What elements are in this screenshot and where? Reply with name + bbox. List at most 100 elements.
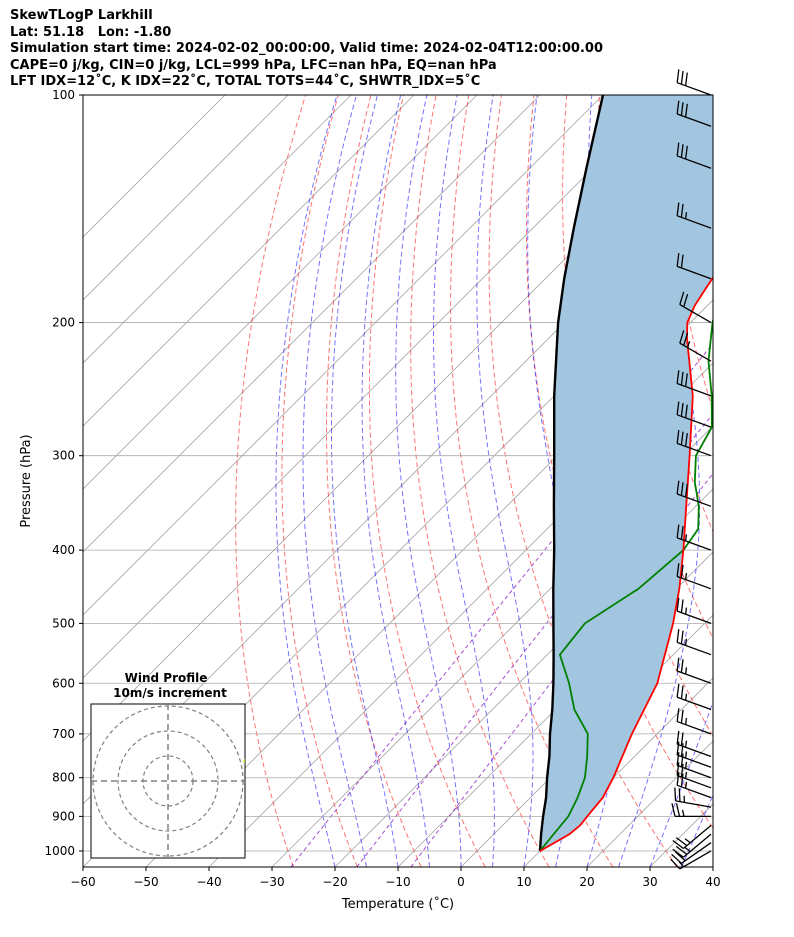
hodograph-subtitle: 10m/s increment <box>113 686 227 700</box>
wind-barb <box>676 370 712 397</box>
hodograph-trace <box>252 780 258 782</box>
wind-barb-flag <box>674 851 686 862</box>
wind-barb <box>672 824 712 850</box>
wind-barb <box>676 597 712 625</box>
wind-barb <box>676 752 712 779</box>
x-tick-label: −60 <box>70 875 95 889</box>
y-tick-label: 1000 <box>44 844 75 858</box>
wind-barb-staff <box>676 720 712 735</box>
dewpoint-profile-line <box>539 317 713 852</box>
isotherm-line <box>83 95 541 553</box>
y-tick-label: 800 <box>52 771 75 785</box>
wind-barb-staff <box>676 155 712 169</box>
wind-barb-flag <box>679 291 685 305</box>
y-tick-label: 600 <box>52 676 75 690</box>
wind-barb-flag <box>676 524 680 538</box>
wind-barb-half <box>686 341 691 348</box>
wind-barb-half <box>684 751 688 759</box>
time-line: Simulation start time: 2024-02-02_00:00:… <box>10 41 603 56</box>
wind-barb <box>676 730 712 758</box>
hodograph-trace <box>249 750 253 756</box>
wind-barb-flag <box>680 630 684 645</box>
wind-barb-flag <box>679 330 685 344</box>
isotherm-line <box>83 95 352 364</box>
wind-barb-flag <box>680 773 684 787</box>
moist-adiabat <box>476 95 534 867</box>
y-tick-label: 400 <box>52 543 75 557</box>
wind-barb-flag <box>676 480 680 495</box>
wind-barb-flag <box>676 100 680 115</box>
wind-barb <box>676 524 712 551</box>
hodograph-trace <box>250 784 256 787</box>
y-tick-label: 700 <box>52 727 75 741</box>
wind-barb-flag <box>674 787 677 801</box>
wind-barb <box>676 762 712 789</box>
wind-barb-staff <box>676 382 712 397</box>
wind-barb-staff <box>676 764 712 779</box>
moist-adiabat <box>275 95 338 867</box>
wind-barb-staff <box>676 575 712 590</box>
isotherm-line <box>712 866 713 867</box>
wind-barb-staff <box>683 824 712 850</box>
temperature-profile-line <box>539 275 713 852</box>
wind-barb-flag <box>676 771 680 786</box>
wind-barb-flag <box>680 732 684 746</box>
isotherm-line <box>83 95 667 679</box>
wind-barb-flag <box>676 683 680 698</box>
wind-barb <box>672 833 712 858</box>
wind-barb-staff <box>683 833 712 858</box>
wind-barb <box>676 401 712 428</box>
wind-barb-staff <box>676 641 712 656</box>
wind-barb <box>676 683 712 711</box>
indices-line-1: CAPE=0 j/kg, CIN=0 j/kg, LCL=999 hPa, LF… <box>10 57 497 73</box>
wind-barb-flag <box>680 70 684 85</box>
wind-barb-flag <box>676 401 680 415</box>
x-axis-label: Temperature (˚C) <box>341 896 454 912</box>
wind-barb-staff <box>679 850 712 870</box>
wind-barb <box>676 202 712 229</box>
y-tick-label: 200 <box>52 316 75 330</box>
isotherm-line <box>83 95 478 490</box>
x-tick-label: 30 <box>642 875 657 889</box>
parcel-profile-line <box>538 95 605 852</box>
wind-barb-staff <box>676 670 712 684</box>
wind-barb-flag <box>671 803 676 817</box>
x-tick-label: −40 <box>196 875 221 889</box>
x-axis: −60 −50 −40 −30 −20 −10 0 10 20 30 40 <box>70 867 721 889</box>
cape-cin-region <box>540 95 713 851</box>
x-tick-label: −10 <box>385 875 410 889</box>
wind-barb-staff <box>679 304 712 324</box>
wind-barb-flag <box>680 482 684 496</box>
isotherm-line <box>523 677 713 867</box>
moist-adiabat <box>649 700 713 867</box>
wind-barb-flag <box>676 657 680 672</box>
wind-barb-flag <box>684 103 688 118</box>
moist-adiabats <box>275 95 713 867</box>
wind-barb-flag <box>675 845 688 855</box>
wind-barb-flag <box>680 431 684 446</box>
hodograph-ring <box>117 730 219 832</box>
wind-barb <box>676 430 712 457</box>
wind-barb-half <box>681 809 685 817</box>
wind-barb-staff <box>676 442 712 457</box>
wind-barb-flag <box>675 803 681 817</box>
wind-barb <box>671 803 711 818</box>
hodograph-trace <box>258 782 264 784</box>
wind-barb-staff <box>676 265 712 280</box>
wind-barb-half <box>684 212 688 219</box>
wind-barb <box>676 253 712 280</box>
moist-adiabat <box>618 95 701 867</box>
wind-barb-flag <box>676 762 680 776</box>
wind-barb <box>679 291 712 324</box>
wind-barb <box>671 842 712 864</box>
wind-barb-flag <box>680 709 684 724</box>
wind-barb-flag <box>676 202 680 216</box>
wind-barb-half <box>684 572 688 580</box>
wind-barb-flag <box>676 563 680 577</box>
wind-barb-flag <box>680 254 684 269</box>
wind-barb-flag <box>683 332 689 346</box>
wind-barb-flag <box>676 629 680 643</box>
dry-adiabat <box>450 95 614 867</box>
wind-barb-flag <box>676 730 680 745</box>
y-tick-label: 900 <box>52 809 75 823</box>
